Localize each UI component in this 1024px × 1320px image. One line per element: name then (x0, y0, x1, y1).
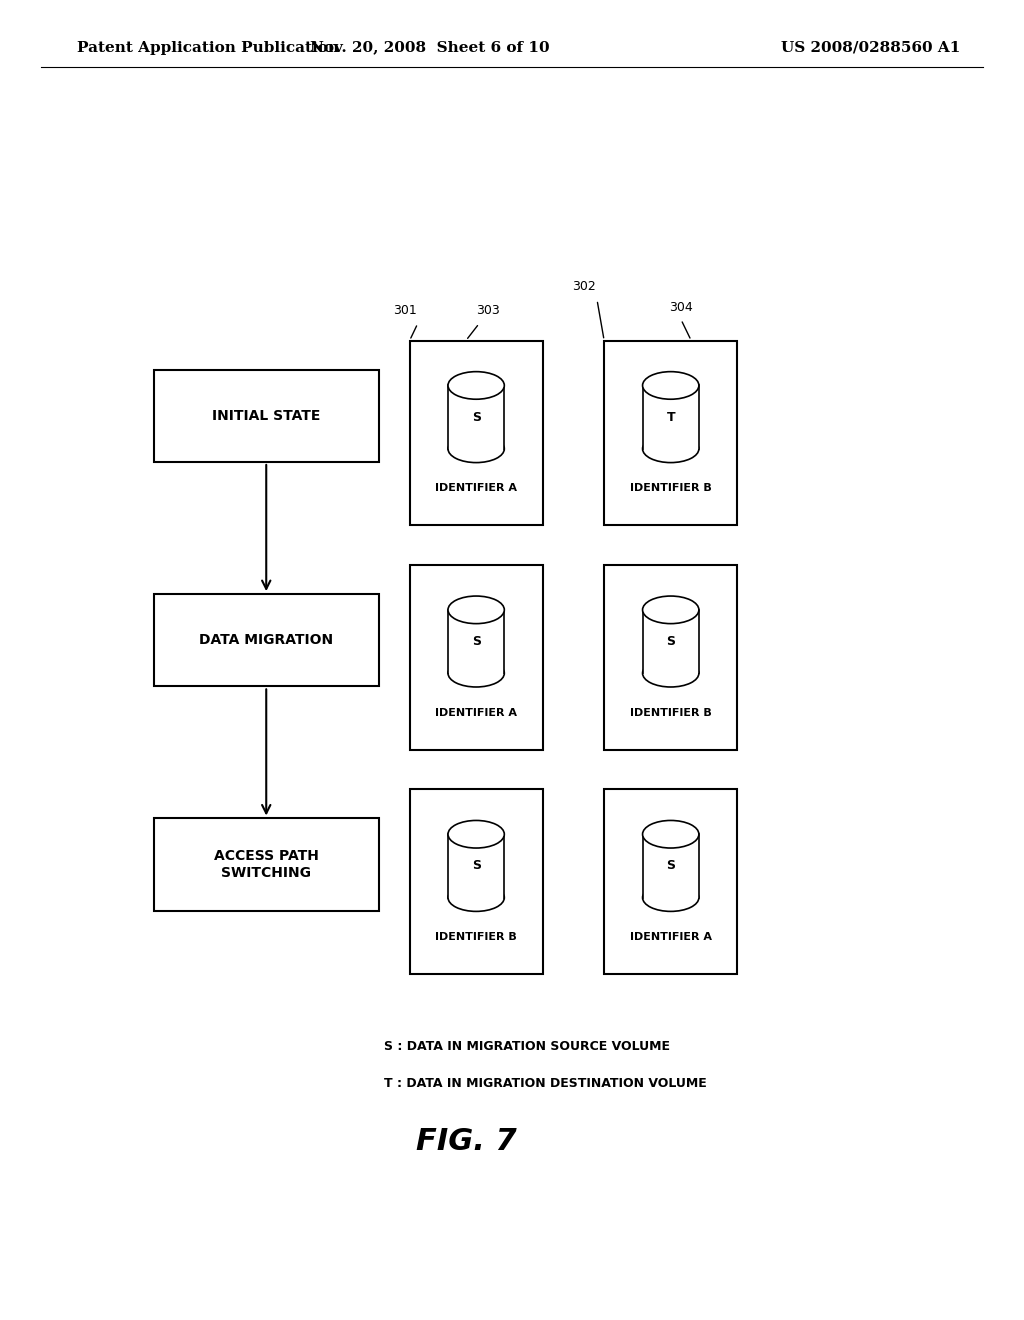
Text: IDENTIFIER A: IDENTIFIER A (435, 708, 517, 718)
Text: S: S (667, 635, 675, 648)
Ellipse shape (643, 660, 698, 686)
Bar (643, 610, 699, 673)
Bar (154, 370, 379, 462)
Text: US 2008/0288560 A1: US 2008/0288560 A1 (780, 41, 961, 54)
Text: Nov. 20, 2008  Sheet 6 of 10: Nov. 20, 2008 Sheet 6 of 10 (310, 41, 550, 54)
Bar (410, 341, 543, 525)
Text: IDENTIFIER A: IDENTIFIER A (630, 932, 712, 942)
Text: ACCESS PATH
SWITCHING: ACCESS PATH SWITCHING (214, 850, 318, 879)
Text: 303: 303 (476, 304, 501, 317)
Ellipse shape (449, 436, 505, 462)
Ellipse shape (449, 884, 505, 911)
Ellipse shape (449, 597, 505, 623)
Text: FIG. 7: FIG. 7 (416, 1127, 516, 1156)
Text: DATA MIGRATION: DATA MIGRATION (200, 634, 333, 647)
Text: IDENTIFIER B: IDENTIFIER B (630, 483, 712, 494)
Bar (410, 565, 543, 750)
Bar (643, 385, 699, 449)
Bar (154, 818, 379, 911)
Text: IDENTIFIER A: IDENTIFIER A (435, 483, 517, 494)
Bar (154, 594, 379, 686)
Bar (449, 610, 504, 673)
Text: S : DATA IN MIGRATION SOURCE VOLUME: S : DATA IN MIGRATION SOURCE VOLUME (384, 1040, 670, 1053)
Text: S: S (472, 859, 480, 873)
Bar (604, 565, 737, 750)
Bar (449, 834, 504, 898)
Text: 302: 302 (571, 280, 596, 293)
Bar (449, 385, 504, 449)
Ellipse shape (643, 372, 698, 399)
Text: 304: 304 (669, 301, 693, 314)
Text: S: S (667, 859, 675, 873)
Bar (410, 789, 543, 974)
Ellipse shape (643, 821, 698, 847)
Bar (604, 341, 737, 525)
Text: T: T (667, 411, 675, 424)
Ellipse shape (643, 597, 698, 623)
Text: INITIAL STATE: INITIAL STATE (212, 409, 321, 422)
Ellipse shape (643, 436, 698, 462)
Ellipse shape (449, 821, 505, 847)
Text: Patent Application Publication: Patent Application Publication (77, 41, 339, 54)
Text: IDENTIFIER B: IDENTIFIER B (435, 932, 517, 942)
Text: S: S (472, 635, 480, 648)
Bar (604, 789, 737, 974)
Text: S: S (472, 411, 480, 424)
Ellipse shape (449, 660, 505, 686)
Text: 301: 301 (392, 304, 417, 317)
Text: IDENTIFIER B: IDENTIFIER B (630, 708, 712, 718)
Bar (643, 834, 699, 898)
Text: T : DATA IN MIGRATION DESTINATION VOLUME: T : DATA IN MIGRATION DESTINATION VOLUME (384, 1077, 707, 1090)
Ellipse shape (449, 372, 505, 399)
Ellipse shape (643, 884, 698, 911)
